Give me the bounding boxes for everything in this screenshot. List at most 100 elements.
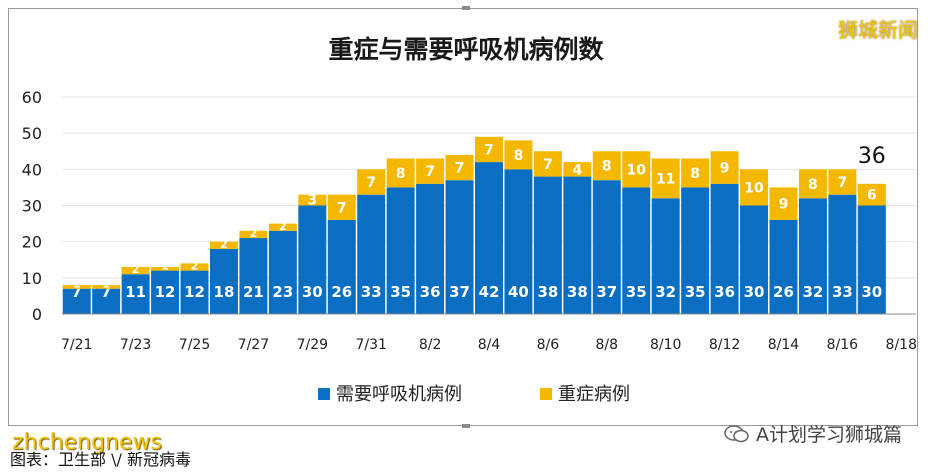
bar-ventilator — [151, 270, 180, 314]
bar-label-severe: 7 — [455, 161, 465, 177]
y-tick-label: 30 — [22, 197, 42, 216]
bar-label-ventilator: 32 — [802, 283, 823, 301]
bar-severe — [681, 158, 710, 188]
x-tick-label: 8/10 — [650, 337, 681, 353]
bar-severe — [327, 194, 356, 220]
legend-swatch — [540, 388, 552, 400]
bar-label-ventilator: 21 — [243, 283, 264, 301]
bar-severe — [268, 223, 297, 231]
bar-label-ventilator: 37 — [449, 283, 470, 301]
bar-label-ventilator: 38 — [567, 283, 588, 301]
bar-label-severe: 11 — [656, 171, 675, 187]
x-tick-label: 7/31 — [355, 337, 386, 353]
account-label: A计划学习狮城篇 — [756, 424, 902, 446]
bar-ventilator — [740, 205, 769, 314]
y-tick-label: 20 — [22, 233, 42, 252]
bar-severe — [504, 140, 533, 170]
bar-severe — [740, 169, 769, 206]
bar-label-ventilator: 7 — [101, 283, 111, 301]
bar-label-severe: 7 — [543, 157, 553, 173]
bar-ventilator — [180, 270, 209, 314]
frame-resize-handle-top[interactable] — [462, 6, 470, 10]
bar-ventilator — [798, 198, 827, 314]
legend-label: 需要呼吸机病例 — [336, 384, 462, 405]
bar-label-severe: 7 — [425, 164, 435, 180]
frame-resize-handle-bottom[interactable] — [462, 424, 470, 428]
bar-label-ventilator: 38 — [537, 283, 558, 301]
bar-severe — [92, 285, 121, 289]
bar-label-severe: 8 — [396, 166, 406, 182]
bar-ventilator — [92, 288, 121, 314]
wechat-icon — [724, 424, 749, 442]
bar-severe — [416, 158, 445, 184]
bar-severe — [769, 187, 798, 220]
bar-label-severe: 2 — [279, 220, 287, 233]
bar-ventilator — [563, 176, 592, 314]
bar-ventilator — [416, 183, 445, 314]
bar-severe — [239, 230, 268, 239]
bar-label-ventilator: 35 — [626, 283, 647, 301]
x-tick-label: 8/18 — [886, 337, 917, 353]
bar-label-ventilator: 36 — [714, 283, 735, 301]
chart-title: 重症与需要呼吸机病例数 — [328, 35, 604, 64]
bar-label-severe: 3 — [307, 193, 317, 209]
y-tick-label: 50 — [22, 124, 42, 143]
bar-ventilator — [533, 176, 562, 314]
bar-ventilator — [475, 162, 503, 314]
chart-legend: 需要呼吸机病例 重症病例 — [318, 384, 630, 405]
x-tick-label: 8/14 — [768, 337, 800, 353]
bar-severe — [533, 151, 562, 177]
bar-ventilator — [769, 219, 798, 314]
bar-label-severe: 1 — [73, 278, 81, 291]
bar-ventilator — [298, 205, 327, 314]
bar-severe — [357, 169, 386, 195]
bar-label-severe: 7 — [366, 175, 376, 191]
site-watermark: zhchengnews — [12, 430, 162, 455]
bar-label-ventilator: 35 — [390, 283, 411, 301]
bar-label-ventilator: 33 — [832, 283, 853, 301]
bar-ventilator — [268, 230, 297, 314]
bar-ventilator — [327, 219, 356, 314]
bar-label-ventilator: 33 — [361, 283, 382, 301]
bar-label-ventilator: 26 — [331, 283, 352, 301]
bar-ventilator — [386, 187, 415, 314]
bar-severe — [62, 285, 91, 289]
bar-severe — [857, 183, 886, 206]
bar-ventilator — [651, 198, 680, 314]
bar-severe — [828, 169, 857, 195]
bar-label-severe: 2 — [220, 238, 228, 251]
bar-label-severe: 10 — [744, 180, 764, 196]
bar-ventilator — [445, 180, 474, 314]
bar-label-ventilator: 35 — [685, 283, 706, 301]
y-tick-label: 10 — [22, 269, 42, 288]
bar-label-severe: 2 — [250, 227, 258, 240]
bar-label-ventilator: 36 — [420, 283, 441, 301]
bar-label-severe: 9 — [779, 197, 789, 213]
bar-label-severe: 4 — [572, 162, 582, 178]
x-tick-label: 8/6 — [537, 337, 560, 353]
x-tick-label: 8/8 — [596, 337, 619, 353]
chart-bars: 71 71 112121122182212232303267337358367377… — [62, 136, 916, 315]
bar-severe — [798, 169, 827, 199]
x-tick-label: 8/4 — [478, 337, 501, 353]
bar-ventilator — [239, 238, 268, 314]
bar-label-severe: 1 — [102, 278, 110, 291]
bar-label-severe: 7 — [484, 142, 494, 158]
bar-ventilator — [710, 183, 739, 314]
y-axis: 0 10 20 30 40 50 60 — [22, 88, 42, 324]
bar-ventilator — [828, 194, 857, 314]
bar-label-severe: 7 — [337, 200, 347, 216]
bar-severe — [180, 263, 209, 271]
bar-label-severe: 2 — [132, 263, 140, 276]
bar-label-ventilator: 18 — [214, 283, 235, 301]
watermark-text: 狮城新闻 — [838, 18, 918, 42]
y-tick-label: 40 — [22, 160, 42, 179]
bar-ventilator — [121, 274, 150, 314]
bar-ventilator — [357, 194, 386, 314]
bar-severe — [386, 158, 415, 188]
bar-label-ventilator: 42 — [479, 283, 500, 301]
bar-ventilator — [857, 205, 886, 314]
bar-ventilator — [62, 288, 91, 314]
bar-label-severe: 8 — [690, 166, 700, 182]
